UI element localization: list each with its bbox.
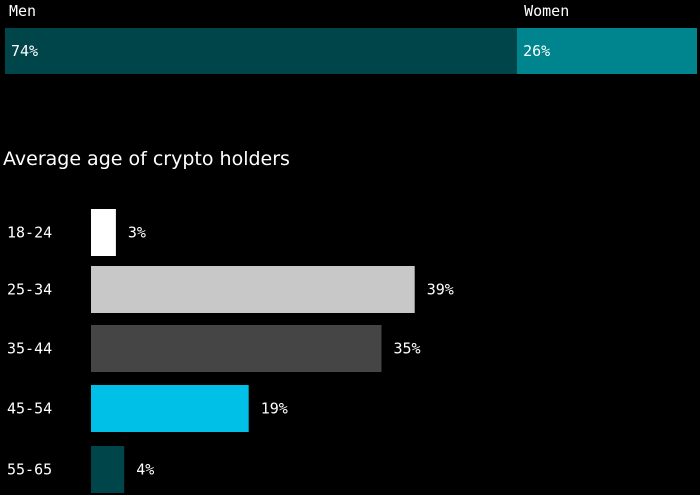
gender-bar-men: 74%	[5, 28, 518, 74]
gender-value-men: 74%	[11, 42, 39, 60]
gender-label-men: Men	[9, 2, 37, 20]
gender-value-women: 26%	[523, 42, 551, 60]
age-bar-value-label: 19%	[261, 400, 288, 418]
age-bar-value-label: 35%	[394, 340, 421, 358]
gender-legend: Men Women	[0, 0, 700, 26]
gender-split-bar: 74% 26%	[5, 28, 697, 74]
age-bar-value-label: 3%	[128, 224, 146, 242]
age-bar-value-label: 4%	[136, 461, 154, 479]
age-bar-value-label: 39%	[427, 281, 454, 299]
age-bar	[91, 385, 249, 432]
age-category-label: 55-65	[7, 461, 52, 479]
gender-label-women: Women	[524, 2, 570, 20]
age-category-label: 45-54	[7, 400, 52, 418]
age-chart-title: Average age of crypto holders	[3, 148, 290, 170]
age-category-label: 25-34	[7, 281, 52, 299]
age-category-label: 35-44	[7, 340, 52, 358]
age-bar	[91, 325, 382, 372]
age-bar-chart: 18-24 3% 25-34 39% 35-44 35% 45-54 19% 55-65 4%	[7, 209, 454, 493]
age-bar	[91, 266, 415, 313]
age-bar	[91, 209, 116, 256]
age-category-label: 18-24	[7, 224, 52, 242]
gender-bar-women: 26%	[517, 28, 697, 74]
age-bar	[91, 446, 125, 493]
